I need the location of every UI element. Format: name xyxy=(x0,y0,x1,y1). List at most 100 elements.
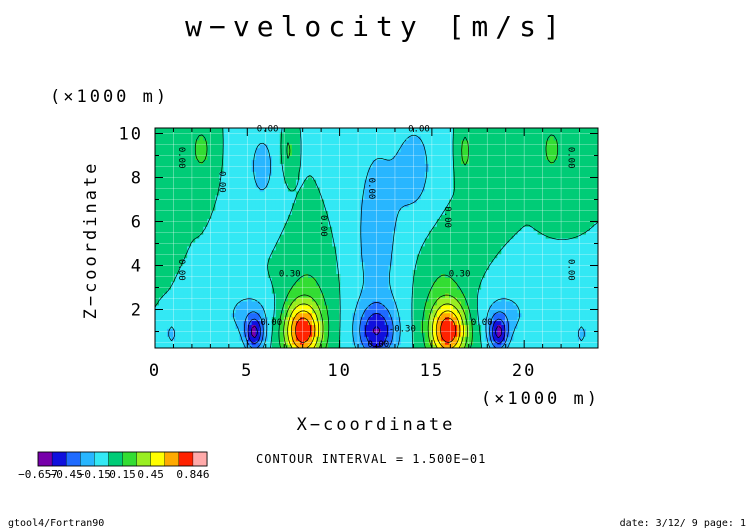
field-cell xyxy=(299,147,305,153)
field-cell xyxy=(432,183,438,188)
field-cell xyxy=(485,336,490,341)
field-cell xyxy=(416,296,422,302)
field-cell xyxy=(412,210,418,216)
field-cell xyxy=(259,273,265,278)
field-cell xyxy=(239,234,245,239)
field-cell xyxy=(453,159,458,164)
field-cell xyxy=(199,163,204,168)
field-cell xyxy=(207,143,212,149)
field-cell xyxy=(223,320,229,326)
field-cell xyxy=(469,131,474,137)
field-cell xyxy=(271,241,277,247)
field-cell xyxy=(408,304,414,310)
field-cell xyxy=(352,167,357,172)
field-cell xyxy=(231,277,237,282)
field-cell xyxy=(497,143,502,149)
field-cell xyxy=(364,293,370,298)
field-cell xyxy=(267,222,273,227)
field-cell xyxy=(376,320,382,326)
field-cell xyxy=(195,218,200,223)
field-cell xyxy=(211,265,217,271)
field-cell xyxy=(251,241,257,247)
field-cell xyxy=(473,273,478,278)
field-cell xyxy=(509,324,515,329)
field-cell xyxy=(384,131,390,137)
field-cell xyxy=(493,222,498,227)
field-cell xyxy=(183,151,188,157)
field-cell xyxy=(412,277,418,282)
field-cell xyxy=(481,183,486,188)
field-cell xyxy=(448,261,454,267)
field-cell xyxy=(428,253,434,259)
field-cell xyxy=(465,308,470,314)
field-cell xyxy=(376,304,382,310)
field-cell xyxy=(231,245,237,251)
field-cell xyxy=(340,139,345,145)
field-cell xyxy=(328,265,333,271)
field-cell xyxy=(308,190,313,196)
field-cell xyxy=(453,241,458,247)
field-cell xyxy=(481,147,486,153)
field-cell xyxy=(444,253,450,259)
field-cell xyxy=(291,253,297,259)
field-cell xyxy=(360,128,366,133)
field-cell xyxy=(235,273,241,278)
field-cell xyxy=(469,277,474,282)
field-cell xyxy=(191,249,196,255)
field-cell xyxy=(497,155,502,161)
field-cell xyxy=(308,253,313,259)
field-cell xyxy=(308,171,313,176)
field-cell xyxy=(420,155,426,161)
field-cell xyxy=(348,222,353,227)
field-cell xyxy=(461,190,466,196)
field-cell xyxy=(207,289,212,294)
field-cell xyxy=(388,218,394,223)
field-cell xyxy=(271,190,277,196)
field-cell xyxy=(372,202,378,208)
field-cell xyxy=(259,210,265,216)
field-cell xyxy=(203,241,208,247)
field-cell xyxy=(159,198,164,204)
field-cell xyxy=(396,336,402,341)
field-cell xyxy=(481,241,486,247)
field-cell xyxy=(344,281,349,286)
field-cell xyxy=(352,265,357,271)
field-cell xyxy=(275,269,281,274)
field-cell xyxy=(368,332,374,337)
field-cell xyxy=(155,167,160,172)
field-cell xyxy=(448,202,454,208)
field-cell xyxy=(368,222,374,227)
field-cell xyxy=(267,210,273,216)
field-cell xyxy=(440,186,446,192)
field-cell xyxy=(497,289,502,294)
field-cell xyxy=(235,324,241,329)
field-cell xyxy=(453,238,458,243)
field-cell xyxy=(509,210,515,216)
field-cell xyxy=(436,147,442,153)
field-cell xyxy=(497,257,502,263)
field-cell xyxy=(195,128,200,133)
field-cell xyxy=(275,214,281,219)
field-cell xyxy=(368,131,374,137)
field-cell xyxy=(493,202,498,208)
field-cell xyxy=(207,308,212,314)
field-cell xyxy=(183,289,188,294)
field-cell xyxy=(304,186,309,192)
field-cell xyxy=(444,218,450,223)
field-cell xyxy=(167,293,172,298)
field-cell xyxy=(211,238,217,243)
field-cell xyxy=(304,210,309,216)
field-cell xyxy=(312,241,317,247)
field-cell xyxy=(183,269,188,274)
field-cell xyxy=(380,190,386,196)
field-cell xyxy=(287,226,293,231)
field-cell xyxy=(159,308,164,314)
field-cell xyxy=(376,265,382,271)
field-cell xyxy=(312,316,317,322)
field-cell xyxy=(364,332,370,337)
field-cell xyxy=(267,320,273,326)
field-cell xyxy=(219,147,225,153)
field-cell xyxy=(211,143,217,149)
field-cell xyxy=(304,198,309,204)
field-cell xyxy=(457,198,462,204)
